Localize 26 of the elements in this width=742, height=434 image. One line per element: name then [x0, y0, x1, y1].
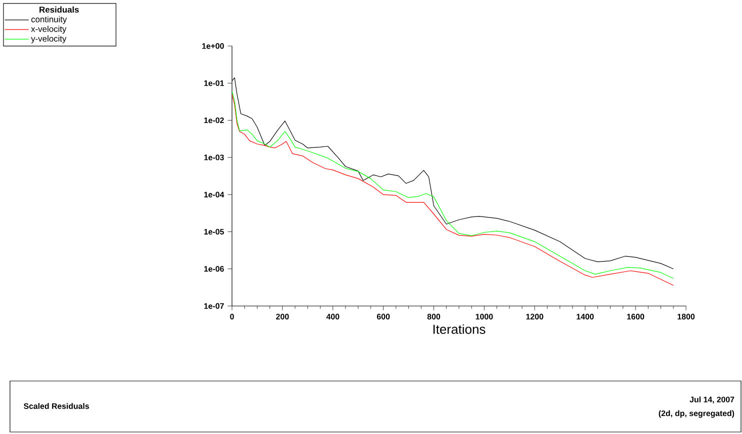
x-tick-label: 1600: [627, 314, 644, 320]
x-tick-label: 1400: [576, 314, 594, 320]
y-tick-label: 1e-07: [204, 303, 224, 309]
y-tick-label: 1e-05: [204, 228, 224, 235]
text: Scaled Residuals: [24, 403, 90, 409]
legend-label: continuity: [31, 16, 67, 24]
x-tick-label: 200: [276, 314, 289, 320]
y-tick-label: 1e-04: [204, 192, 224, 198]
x-tick-label: 400: [326, 314, 340, 320]
x-tick-label: 800: [427, 314, 440, 320]
x-tick-label: 1200: [526, 314, 544, 320]
legend-title: Residuals: [40, 6, 79, 13]
x-tick-label: 1800: [678, 314, 695, 320]
x-tick-label: 0: [230, 314, 234, 320]
y-tick-label: 1e-02: [204, 117, 224, 124]
legend-label: y-velocity: [31, 35, 66, 44]
x-tick-label: 1000: [476, 314, 493, 320]
legend-label: x-velocity: [31, 26, 66, 34]
text: (2d, dp, segregated): [658, 410, 734, 418]
y-tick-label: 1e-06: [204, 266, 224, 272]
x-tick-label: 600: [376, 314, 390, 320]
text: Jul 14, 2007: [690, 396, 734, 404]
y-tick-label: 1e-03: [204, 154, 224, 160]
y-tick-label: 1e+00: [202, 43, 224, 49]
x-axis-title: Iterations: [433, 324, 486, 334]
y-tick-label: 1e-01: [204, 80, 224, 86]
